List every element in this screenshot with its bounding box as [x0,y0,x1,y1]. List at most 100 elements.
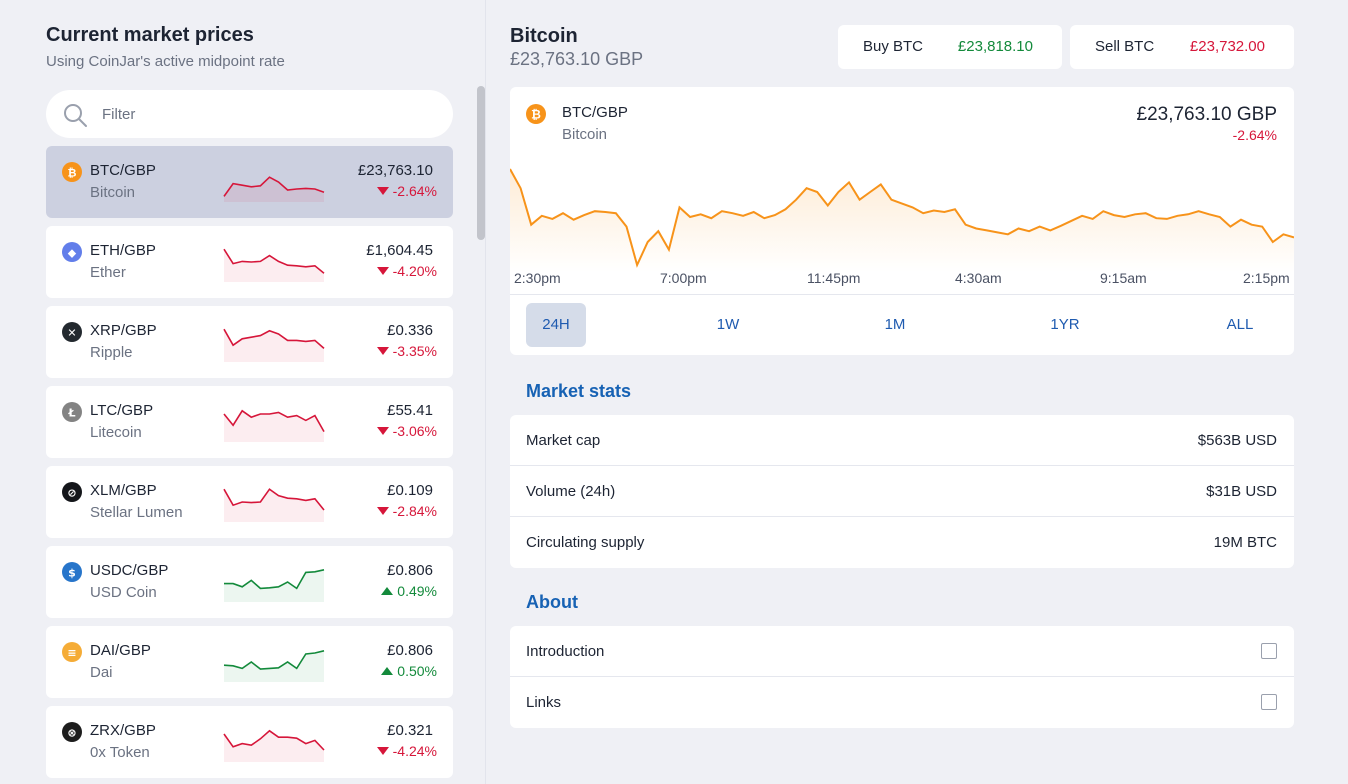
market-row-zrx[interactable]: ⊗ ZRX/GBP 0x Token £0.321 -4.24% [46,706,453,778]
row-sparkline [223,176,325,202]
triangle-down-icon [376,507,389,515]
row-sparkline [223,248,325,282]
chart-pair: BTC/GBP [562,104,628,121]
row-change: -2.64% [376,183,437,199]
expand-checkbox[interactable] [1261,694,1277,710]
sparkline-line [224,569,325,590]
sell-button[interactable]: Sell BTC £23,732.00 [1070,25,1294,69]
svg-text:≡: ≡ [67,647,76,660]
sparkline-line [223,328,325,350]
zrx-icon: ⊗ [62,722,82,742]
x-tick-label: 2:15pm [1243,270,1290,286]
market-row-eth[interactable]: ◆ ETH/GBP Ether £1,604.45 -4.20% [46,226,453,298]
filter-box[interactable] [46,90,453,138]
triangle-down-icon [376,187,389,195]
row-asset-name: Ripple [90,344,133,361]
market-stats-title: Market stats [526,381,632,401]
row-pair: XRP/GBP [90,322,157,339]
market-row-dai[interactable]: ≡ DAI/GBP Dai £0.806 0.50% [46,626,453,698]
range-tab-1yr[interactable]: 1YR [1050,316,1080,333]
ethereum-icon: ◆ [62,242,82,262]
x-tick-label: 2:30pm [514,270,561,286]
sparkline-line [223,248,325,274]
svg-text:₿: ₿ [531,108,541,122]
sparkline-line [223,409,325,432]
row-sparkline [224,569,325,602]
market-row-xlm[interactable]: ⊘ XLM/GBP Stellar Lumen £0.109 -2.84% [46,466,453,538]
usdc-icon: $ [62,562,82,582]
price-chart-card: ₿ BTC/GBP Bitcoin £23,763.10 GBP -2.64% … [510,87,1294,355]
about-row-introduction[interactable]: Introduction [510,626,1294,677]
row-change: -3.35% [376,343,437,359]
market-row-btc[interactable]: ₿ BTC/GBP Bitcoin £23,763.10 -2.64% [46,146,453,218]
about-row-links[interactable]: Links [510,677,1294,728]
row-asset-name: 0x Token [90,744,150,761]
row-pair: ETH/GBP [90,242,156,259]
sparkline-area [224,650,324,682]
row-change: -4.20% [376,263,437,279]
row-price: £55.41 [387,402,433,419]
range-tab-24h[interactable]: 24H [526,303,586,347]
svg-text:✕: ✕ [67,327,76,340]
stat-row: Volume (24h) $31B USD [510,466,1294,517]
about-label: Links [526,694,562,711]
bitcoin-icon: ₿ [62,162,82,182]
row-pair: ZRX/GBP [90,722,156,739]
range-tab-1w[interactable]: 1W [716,316,740,333]
about-label: Introduction [526,643,605,660]
stat-value: $563B USD [1197,432,1277,449]
sparkline-area [224,730,324,762]
buy-button-label: Buy BTC [863,38,924,55]
chart-asset-name: Bitcoin [562,126,608,143]
chart-divider [510,294,1294,295]
triangle-up-icon [381,667,394,675]
row-asset-name: Stellar Lumen [90,504,183,521]
row-change: 0.50% [381,663,437,679]
triangle-down-icon [376,427,389,435]
row-change: 0.49% [381,583,437,599]
row-sparkline [223,409,325,442]
expand-checkbox[interactable] [1261,643,1277,659]
scrollbar[interactable] [477,86,485,240]
row-price: £0.336 [387,322,433,339]
filter-input[interactable] [102,102,432,126]
sell-price: £23,732.00 [1189,38,1265,55]
row-price: £0.806 [387,562,433,579]
row-change: -4.24% [376,743,437,759]
row-change-value: -4.20% [392,263,437,279]
market-row-ltc[interactable]: Ł LTC/GBP Litecoin £55.41 -3.06% [46,386,453,458]
range-tab-1m[interactable]: 1M [884,316,906,333]
svg-text:Ł: Ł [67,407,75,420]
sparkline-area [224,249,324,282]
svg-text:⊗: ⊗ [67,727,76,740]
xrp-icon: ✕ [62,322,82,342]
triangle-down-icon [376,747,389,755]
stat-label: Circulating supply [526,534,645,551]
row-change-value: -4.24% [392,743,437,759]
x-tick-label: 11:45pm [807,270,861,286]
stellar-icon: ⊘ [62,482,82,502]
asset-price: £23,763.10 GBP [510,49,644,69]
row-price: £1,604.45 [366,242,433,259]
market-row-usdc[interactable]: $ USDC/GBP USD Coin £0.806 0.49% [46,546,453,618]
market-row-xrp[interactable]: ✕ XRP/GBP Ripple £0.336 -3.35% [46,306,453,378]
about-list: Introduction Links [510,626,1294,728]
sparkline-line [223,650,325,670]
buy-button[interactable]: Buy BTC £23,818.10 [838,25,1062,69]
stat-label: Market cap [526,432,601,449]
price-line-chart[interactable] [510,157,1294,272]
stat-row: Market cap $563B USD [510,415,1294,466]
sparkline-line [223,176,325,197]
range-selector: 24H 1W 1M 1YR ALL [510,303,1294,349]
svg-text:◆: ◆ [68,247,77,260]
dai-icon: ≡ [62,642,82,662]
row-change-value: -2.64% [392,183,437,199]
x-tick-label: 7:00pm [660,270,707,286]
range-tab-all[interactable]: ALL [1226,316,1254,333]
row-sparkline [223,729,325,762]
svg-text:₿: ₿ [68,167,77,180]
price-area [510,169,1294,272]
x-tick-label: 9:15am [1100,270,1147,286]
row-pair: USDC/GBP [90,562,169,579]
sparkline-line [223,488,325,511]
